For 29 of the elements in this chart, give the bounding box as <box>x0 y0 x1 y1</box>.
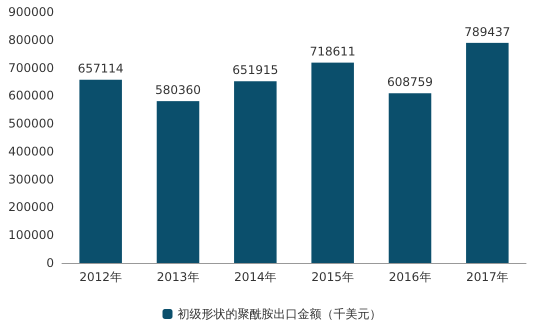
legend-label: 初级形状的聚酰胺出口金额（千美元） <box>178 307 382 321</box>
bar <box>79 80 122 263</box>
data-label: 718611 <box>310 44 356 59</box>
data-label: 789437 <box>464 24 510 39</box>
x-tick-label: 2013年 <box>156 270 200 284</box>
bar <box>234 81 277 263</box>
data-label: 608759 <box>387 75 433 90</box>
bar <box>466 42 509 263</box>
bar <box>388 93 432 263</box>
x-tick-label: 2014年 <box>234 270 277 284</box>
x-tick-label: 2017年 <box>466 270 509 284</box>
x-tick-label: 2016年 <box>388 270 432 284</box>
y-tick-label: 300000 <box>8 172 54 186</box>
y-tick-label: 600000 <box>8 88 54 103</box>
data-label: 580360 <box>155 83 201 98</box>
data-label: 657114 <box>78 62 124 76</box>
x-tick-label: 2012年 <box>79 270 122 284</box>
x-tick-label: 2015年 <box>311 270 354 284</box>
y-tick-label: 500000 <box>8 116 54 131</box>
y-tick-label: 400000 <box>8 144 54 158</box>
y-tick-label: 800000 <box>8 32 54 47</box>
y-tick-label: 700000 <box>8 60 54 75</box>
y-tick-label: 200000 <box>8 200 54 214</box>
y-tick-label: 900000 <box>8 5 54 19</box>
bar <box>156 101 200 263</box>
bar <box>311 62 354 263</box>
y-tick-label: 0 <box>46 256 54 270</box>
data-label: 651915 <box>232 63 278 78</box>
y-tick-label: 100000 <box>8 228 54 242</box>
